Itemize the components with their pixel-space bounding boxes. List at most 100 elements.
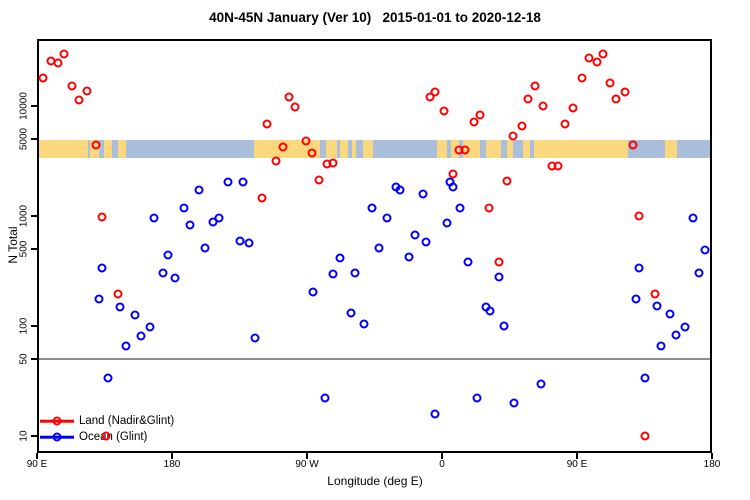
y-tick-mark	[31, 325, 37, 327]
data-point-land	[560, 119, 570, 129]
x-tick-mark	[576, 453, 578, 459]
data-point-ocean	[235, 236, 244, 246]
map-band-ocean-speck	[530, 140, 534, 158]
data-point-land	[484, 203, 493, 213]
data-point-land	[262, 119, 271, 129]
x-tick-mark	[711, 453, 713, 459]
data-point-ocean	[382, 213, 391, 223]
x-tick-mark	[171, 453, 173, 459]
x-tick-label: 0	[439, 459, 445, 470]
data-point-land	[553, 161, 562, 171]
data-point-ocean	[359, 319, 369, 329]
data-point-ocean	[536, 379, 546, 389]
data-point-ocean	[200, 243, 210, 253]
x-tick-mark	[36, 453, 38, 459]
data-point-land	[91, 140, 100, 150]
map-band-land-segment	[665, 140, 678, 158]
data-point-ocean	[145, 322, 154, 332]
legend-ocean-marker-icon	[52, 432, 62, 442]
x-tick-mark	[306, 453, 308, 459]
y-tick-label: 1000	[18, 204, 30, 228]
legend-land-marker-icon	[52, 416, 62, 426]
data-point-land	[59, 49, 69, 59]
data-point-ocean	[374, 243, 384, 253]
data-point-land	[494, 257, 504, 267]
data-point-ocean	[640, 373, 649, 383]
map-band-land-segment	[463, 140, 628, 158]
data-point-ocean	[244, 238, 253, 248]
data-point-land	[101, 431, 111, 441]
y-tick-mark	[31, 105, 37, 107]
data-point-land	[611, 94, 621, 104]
data-point-ocean	[448, 182, 457, 192]
x-tick-label: 90 E	[26, 459, 48, 470]
data-point-ocean	[103, 373, 112, 383]
data-point-land	[592, 57, 601, 67]
chart-title: 40N-45N January (Ver 10) 2015-01-01 to 2…	[209, 10, 541, 25]
data-point-land	[271, 156, 280, 166]
data-point-ocean	[665, 309, 675, 319]
data-point-land	[517, 121, 526, 131]
data-point-land	[53, 58, 63, 68]
data-point-ocean	[130, 310, 139, 320]
data-point-ocean	[395, 185, 405, 195]
data-point-ocean	[455, 203, 465, 213]
data-point-land	[469, 117, 478, 127]
data-point-land	[634, 211, 643, 221]
data-point-ocean	[170, 273, 180, 283]
map-band-land-segment	[118, 140, 126, 158]
data-point-ocean	[350, 268, 360, 278]
map-band-ocean-speck	[500, 140, 507, 158]
x-tick-mark	[441, 453, 443, 459]
data-point-ocean	[185, 220, 195, 230]
data-point-ocean	[430, 409, 439, 419]
data-point-land	[257, 193, 267, 203]
data-point-ocean	[485, 306, 495, 316]
data-point-ocean	[509, 398, 519, 408]
data-point-ocean	[418, 189, 427, 199]
data-point-land	[113, 289, 123, 299]
y-tick-mark	[31, 248, 37, 251]
data-point-land	[640, 431, 649, 441]
x-tick-label: 180	[163, 459, 181, 470]
data-point-ocean	[410, 230, 420, 240]
data-point-land	[82, 86, 91, 96]
data-point-ocean	[163, 250, 172, 260]
data-point-land	[628, 140, 637, 150]
data-point-land	[439, 106, 448, 116]
data-point-land	[430, 87, 439, 97]
x-tick-label: 90 W	[295, 459, 319, 470]
map-band-land-segment	[362, 140, 373, 158]
data-point-land	[290, 102, 300, 112]
data-point-ocean	[499, 321, 508, 331]
x-tick-label: 90 E	[566, 459, 588, 470]
data-point-ocean	[472, 393, 481, 403]
reference-line-50	[37, 358, 712, 361]
data-point-ocean	[238, 177, 247, 187]
map-band-ocean-speck	[512, 140, 523, 158]
data-point-land	[38, 73, 48, 83]
data-point-ocean	[94, 294, 103, 304]
map-band-land-segment	[352, 140, 357, 158]
map-band-land-segment	[104, 140, 112, 158]
data-point-ocean	[121, 341, 130, 351]
data-point-land	[568, 103, 577, 113]
data-point-land	[598, 49, 607, 59]
data-point-ocean	[115, 302, 124, 312]
data-point-ocean	[367, 203, 376, 213]
legend-ocean-label: Ocean (Glint)	[79, 431, 148, 443]
data-point-ocean	[179, 203, 189, 213]
map-band-land-segment	[340, 140, 348, 158]
map-band-ocean-speck	[479, 140, 486, 158]
data-point-land	[530, 81, 540, 91]
data-point-land	[508, 131, 517, 141]
y-tick-mark	[31, 358, 37, 361]
data-point-land	[278, 142, 288, 152]
data-point-ocean	[494, 272, 504, 282]
data-point-land	[284, 92, 294, 102]
data-point-land	[475, 110, 484, 120]
data-point-ocean	[634, 263, 643, 273]
data-point-land	[97, 212, 106, 222]
data-point-ocean	[149, 213, 159, 223]
y-tick-label: 500	[18, 240, 30, 258]
